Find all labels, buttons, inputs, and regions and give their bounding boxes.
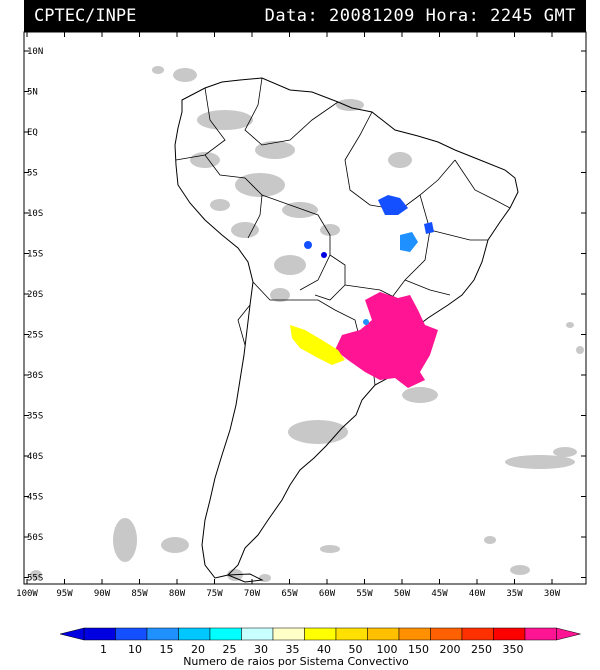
lat-label: 20S xyxy=(27,290,43,300)
lat-label: 40S xyxy=(27,452,43,462)
time-label: Hora: xyxy=(425,6,480,26)
legend-swatch xyxy=(209,627,242,641)
date-value: 20081209 xyxy=(329,6,415,26)
source-label: CPTEC/INPE xyxy=(34,6,137,26)
legend-swatch xyxy=(335,627,368,641)
legend-value-label: 250 xyxy=(471,643,492,656)
legend-swatch xyxy=(146,627,179,641)
lon-label: 65W xyxy=(281,589,298,599)
lon-label: 30W xyxy=(544,589,561,599)
legend-swatch xyxy=(272,627,305,641)
lat-label: 30S xyxy=(27,371,43,381)
lon-label: 50W xyxy=(394,589,411,599)
lat-label: 5N xyxy=(27,88,38,98)
legend-swatch xyxy=(430,627,463,641)
lat-label: 55S xyxy=(27,574,43,584)
lightning-map: 10N 5N EQ 5S 10S 15S 20S 25S 30S 35S 40S 45S 50S 55S 1… xyxy=(16,31,587,599)
legend-swatch xyxy=(524,627,557,641)
lon-label: 85W xyxy=(131,589,148,599)
lat-label: 45S xyxy=(27,493,43,503)
legend-value-label: 150 xyxy=(408,643,429,656)
lon-label: 40W xyxy=(469,589,486,599)
legend-value-label: 1 xyxy=(100,643,107,656)
lat-label: 35S xyxy=(27,412,43,422)
legend-swatch xyxy=(115,627,148,641)
time-value: 2245 GMT xyxy=(490,6,576,26)
lon-label: 35W xyxy=(506,589,523,599)
legend-value-label: 350 xyxy=(503,643,524,656)
lat-label: 50S xyxy=(27,533,43,543)
lon-label: 95W xyxy=(56,589,73,599)
lon-label: 55W xyxy=(356,589,373,599)
legend-swatch xyxy=(241,627,274,641)
lat-label: EQ xyxy=(27,128,38,138)
country-borders xyxy=(175,77,511,386)
lat-label: 10S xyxy=(27,209,43,219)
legend-swatch xyxy=(367,627,400,641)
legend-swatch xyxy=(398,627,431,641)
legend-value-label: 30 xyxy=(254,643,268,656)
legend-swatch xyxy=(83,627,116,641)
legend-value-labels: 1 10 15 20 25 30 35 40 50 100 150 200 250 350 xyxy=(100,643,524,656)
legend-low-arrow xyxy=(59,627,85,641)
lon-label: 80W xyxy=(169,589,186,599)
legend-swatch xyxy=(178,627,211,641)
cloud-cover xyxy=(30,66,584,582)
legend-color-boxes xyxy=(59,627,581,641)
map-frame xyxy=(23,31,587,585)
lon-label: 75W xyxy=(206,589,223,599)
date-label: Data: xyxy=(264,6,319,26)
map-header: CPTEC/INPE Data: 20081209 Hora: 2245 GMT xyxy=(24,0,586,32)
legend-value-label: 20 xyxy=(191,643,205,656)
lon-label: 100W xyxy=(16,589,38,599)
legend-high-arrow xyxy=(556,627,581,641)
legend-swatch xyxy=(461,627,494,641)
legend-value-label: 100 xyxy=(377,643,398,656)
lat-label: 5S xyxy=(27,169,38,179)
legend-value-label: 10 xyxy=(128,643,142,656)
legend-value-label: 25 xyxy=(223,643,237,656)
lightning-legend: 1 10 15 20 25 30 35 40 50 100 150 200 250 350 Numero … xyxy=(59,627,581,668)
legend-swatch xyxy=(493,627,526,641)
legend-value-label: 15 xyxy=(160,643,174,656)
legend-value-label: 35 xyxy=(286,643,300,656)
lon-label: 60W xyxy=(319,589,336,599)
lon-label: 70W xyxy=(244,589,261,599)
lon-label: 45W xyxy=(431,589,448,599)
legend-title: Numero de raios por Sistema Convectivo xyxy=(183,655,409,668)
lat-label: 15S xyxy=(27,250,43,260)
timestamp: Data: 20081209 Hora: 2245 GMT xyxy=(265,6,576,26)
legend-value-label: 40 xyxy=(317,643,331,656)
grid-ticks: 10N 5N EQ 5S 10S 15S 20S 25S 30S 35S 40S 45S 50S 55S 1… xyxy=(16,32,586,599)
legend-value-label: 50 xyxy=(349,643,363,656)
lat-label: 25S xyxy=(27,331,43,341)
lat-label: 10N xyxy=(27,47,43,57)
coastline xyxy=(174,77,519,583)
lon-label: 90W xyxy=(94,589,111,599)
lightning-cells xyxy=(290,195,438,388)
legend-value-label: 200 xyxy=(440,643,461,656)
legend-swatch xyxy=(304,627,337,641)
